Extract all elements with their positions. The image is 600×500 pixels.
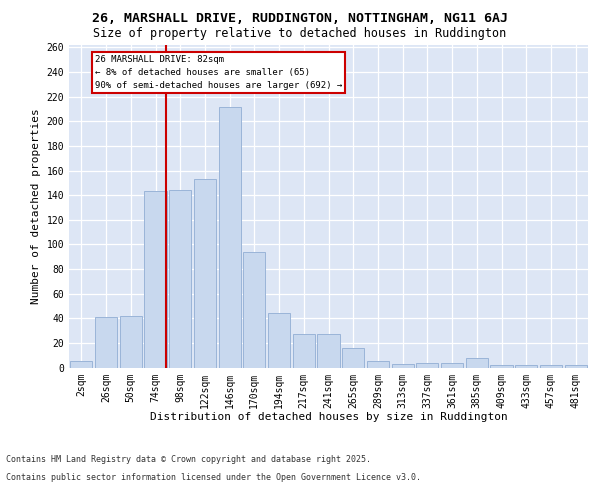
Bar [119, 316, 142, 368]
Y-axis label: Number of detached properties: Number of detached properties [31, 108, 41, 304]
Bar [367, 362, 389, 368]
Bar [145, 192, 167, 368]
Bar [194, 179, 216, 368]
Bar [268, 314, 290, 368]
Text: 26 MARSHALL DRIVE: 82sqm
← 8% of detached houses are smaller (65)
90% of semi-de: 26 MARSHALL DRIVE: 82sqm ← 8% of detache… [95, 54, 342, 90]
Bar [169, 190, 191, 368]
Bar [317, 334, 340, 368]
Bar [441, 362, 463, 368]
Bar [218, 106, 241, 368]
Text: 26, MARSHALL DRIVE, RUDDINGTON, NOTTINGHAM, NG11 6AJ: 26, MARSHALL DRIVE, RUDDINGTON, NOTTINGH… [92, 12, 508, 26]
Text: Size of property relative to detached houses in Ruddington: Size of property relative to detached ho… [94, 28, 506, 40]
Bar [95, 317, 117, 368]
Bar [490, 365, 512, 368]
Bar [392, 364, 414, 368]
Text: Distribution of detached houses by size in Ruddington: Distribution of detached houses by size … [150, 412, 508, 422]
Bar [540, 365, 562, 368]
Bar [70, 362, 92, 368]
Bar [342, 348, 364, 368]
Bar [565, 365, 587, 368]
Bar [466, 358, 488, 368]
Text: Contains HM Land Registry data © Crown copyright and database right 2025.: Contains HM Land Registry data © Crown c… [6, 455, 371, 464]
Bar [293, 334, 315, 368]
Bar [416, 362, 439, 368]
Bar [243, 252, 265, 368]
Text: Contains public sector information licensed under the Open Government Licence v3: Contains public sector information licen… [6, 472, 421, 482]
Bar [515, 365, 538, 368]
